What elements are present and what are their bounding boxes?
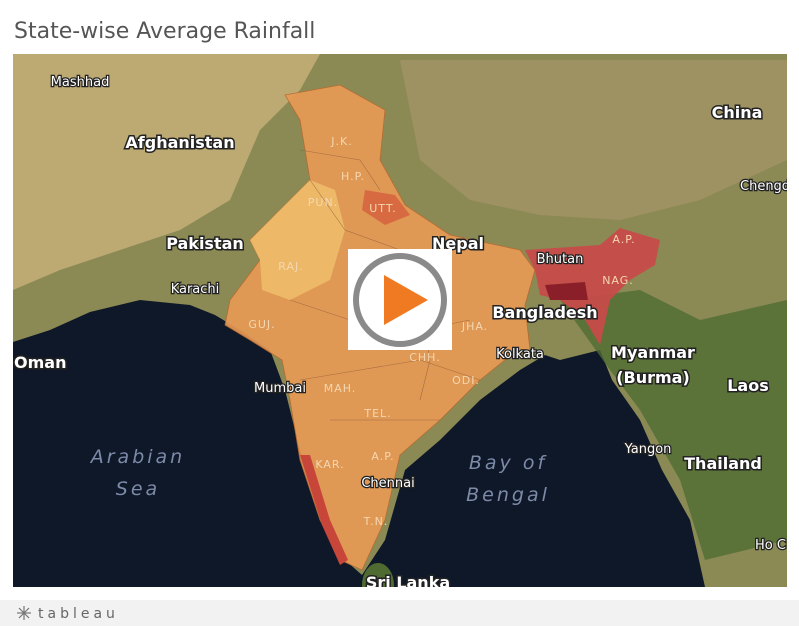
place-label: (Burma) [616,368,690,387]
water-label: Sea [116,478,160,500]
place-label: Chennai [361,476,414,491]
place-label: Kolkata [496,347,544,362]
place-label: Chengd [740,179,790,194]
place-label: Mashhad [51,75,110,90]
state-label: NAG. [602,274,634,287]
footer-bar [0,600,799,626]
sri-lanka [362,563,394,587]
place-label: Oman [14,353,66,372]
place-label: Pakistan [166,234,244,253]
kerala [300,455,348,565]
tableau-logo[interactable] [17,606,31,620]
state-label: CHH. [409,351,441,364]
water-label: Bay of [469,452,548,474]
water-label: Bengal [466,484,550,506]
place-label: Bangladesh [492,303,597,322]
plateau [400,60,787,220]
state-label: JHA. [461,320,488,333]
play-ring [353,253,447,347]
state-label: A.P. [371,450,394,463]
place-label: Karachi [171,282,220,297]
forest [560,290,787,560]
logo-mark [18,607,30,619]
state-label: RAJ. [278,260,303,273]
place-label: Myanmar [611,343,695,362]
place-label: Ho C [755,538,786,553]
place-label: Thailand [684,454,762,473]
play-icon [384,275,428,325]
rajasthan [250,180,345,300]
place-label: Mumbai [254,381,306,396]
place-label: Yangon [624,442,672,457]
place-label: Afghanistan [125,133,234,152]
state-label: UTT. [369,202,397,215]
state-label: ODI. [452,374,480,387]
state-label: PUN. [308,196,338,209]
map[interactable]: Mashhad Afghanistan Pakistan Karachi Oma… [13,54,790,607]
state-label: H.P. [341,170,365,183]
state-label: J.K. [330,135,352,148]
dashboard-title: State-wise Average Rainfall [14,19,315,44]
place-label: Sri Lanka [366,573,450,592]
state-label: T.N. [363,515,389,528]
desert [13,54,320,290]
place-label: China [712,103,763,122]
uttarakhand [362,190,410,225]
state-label: TEL. [363,407,391,420]
water-label: Arabian [89,446,185,468]
state-label: A.P. [612,233,635,246]
state-label: KAR. [315,458,344,471]
meghalaya [545,282,588,300]
place-label: Laos [727,376,769,395]
place-label: Bhutan [537,252,584,267]
play-button[interactable] [348,249,452,350]
northeast [525,228,660,345]
footer-brand: tableau [38,606,119,622]
state-label: MAH. [324,382,357,395]
state-label: GUJ. [248,318,275,331]
